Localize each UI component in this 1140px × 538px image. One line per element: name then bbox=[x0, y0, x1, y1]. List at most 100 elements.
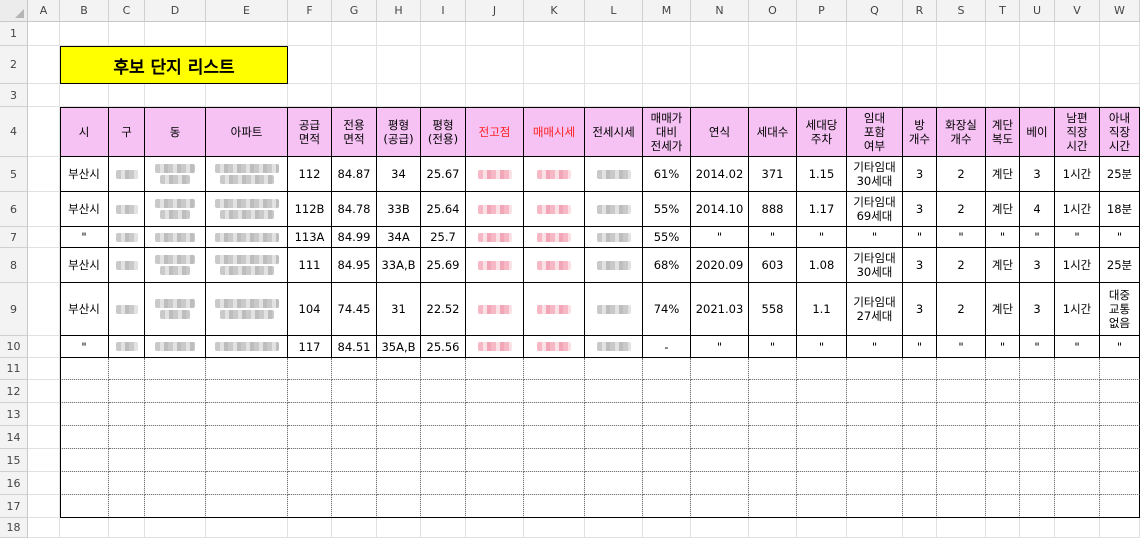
empty-cell[interactable] bbox=[1020, 403, 1055, 426]
redacted-cell[interactable] bbox=[466, 283, 524, 336]
empty-cell[interactable] bbox=[332, 449, 377, 472]
row-header-15[interactable]: 15 bbox=[0, 449, 28, 472]
header-cell[interactable]: 세대당 주차 bbox=[797, 107, 847, 157]
redacted-cell[interactable] bbox=[109, 248, 145, 283]
table-cell[interactable]: 558 bbox=[749, 283, 797, 336]
redacted-cell[interactable] bbox=[145, 283, 206, 336]
empty-cell[interactable] bbox=[847, 380, 903, 403]
empty-cell[interactable] bbox=[421, 449, 466, 472]
table-cell[interactable]: " bbox=[1100, 227, 1140, 248]
empty-cell[interactable] bbox=[937, 358, 986, 380]
header-cell[interactable]: 연식 bbox=[691, 107, 749, 157]
table-cell[interactable]: 계단 bbox=[986, 157, 1020, 192]
empty-cell[interactable] bbox=[937, 472, 986, 495]
empty-cell[interactable] bbox=[903, 472, 937, 495]
table-cell[interactable]: 계단 bbox=[986, 248, 1020, 283]
table-cell[interactable]: - bbox=[643, 336, 691, 358]
column-header-K[interactable]: K bbox=[524, 0, 585, 22]
empty-cell[interactable] bbox=[1100, 495, 1140, 518]
table-cell[interactable]: 55% bbox=[643, 227, 691, 248]
empty-cell[interactable] bbox=[332, 380, 377, 403]
table-cell[interactable]: 계단 bbox=[986, 192, 1020, 227]
header-cell[interactable]: 화장실 개수 bbox=[937, 107, 986, 157]
empty-cell[interactable] bbox=[60, 380, 109, 403]
empty-cell[interactable] bbox=[421, 426, 466, 449]
row-header-13[interactable]: 13 bbox=[0, 403, 28, 426]
redacted-cell[interactable] bbox=[145, 227, 206, 248]
column-header-V[interactable]: V bbox=[1055, 0, 1100, 22]
table-cell[interactable]: 3 bbox=[903, 248, 937, 283]
empty-cell[interactable] bbox=[797, 449, 847, 472]
empty-cell[interactable] bbox=[986, 495, 1020, 518]
table-cell[interactable]: 1.1 bbox=[797, 283, 847, 336]
table-cell[interactable]: " bbox=[749, 227, 797, 248]
empty-cell[interactable] bbox=[332, 358, 377, 380]
header-cell[interactable]: 전세시세 bbox=[585, 107, 643, 157]
column-header-E[interactable]: E bbox=[206, 0, 288, 22]
table-cell[interactable]: 부산시 bbox=[60, 283, 109, 336]
empty-cell[interactable] bbox=[797, 380, 847, 403]
table-cell[interactable]: 34A bbox=[377, 227, 421, 248]
table-cell[interactable]: " bbox=[797, 336, 847, 358]
redacted-cell[interactable] bbox=[109, 157, 145, 192]
empty-cell[interactable] bbox=[60, 449, 109, 472]
empty-cell[interactable] bbox=[466, 403, 524, 426]
empty-cell[interactable] bbox=[903, 449, 937, 472]
empty-cell[interactable] bbox=[585, 495, 643, 518]
table-cell[interactable]: " bbox=[1055, 336, 1100, 358]
header-cell[interactable]: 베이 bbox=[1020, 107, 1055, 157]
redacted-cell[interactable] bbox=[145, 192, 206, 227]
empty-cell[interactable] bbox=[206, 449, 288, 472]
empty-cell[interactable] bbox=[691, 403, 749, 426]
empty-cell[interactable] bbox=[1020, 380, 1055, 403]
redacted-cell[interactable] bbox=[524, 336, 585, 358]
empty-cell[interactable] bbox=[288, 403, 332, 426]
redacted-cell[interactable] bbox=[206, 192, 288, 227]
table-cell[interactable]: 84.51 bbox=[332, 336, 377, 358]
redacted-cell[interactable] bbox=[145, 248, 206, 283]
empty-cell[interactable] bbox=[585, 403, 643, 426]
empty-cell[interactable] bbox=[797, 472, 847, 495]
empty-cell[interactable] bbox=[288, 380, 332, 403]
header-cell[interactable]: 전고점 bbox=[466, 107, 524, 157]
empty-cell[interactable] bbox=[60, 426, 109, 449]
table-cell[interactable]: " bbox=[903, 336, 937, 358]
empty-cell[interactable] bbox=[1055, 380, 1100, 403]
redacted-cell[interactable] bbox=[109, 336, 145, 358]
empty-cell[interactable] bbox=[145, 426, 206, 449]
empty-cell[interactable] bbox=[377, 380, 421, 403]
row-header-7[interactable]: 7 bbox=[0, 227, 28, 248]
empty-cell[interactable] bbox=[421, 472, 466, 495]
empty-cell[interactable] bbox=[691, 449, 749, 472]
table-cell[interactable]: " bbox=[1020, 336, 1055, 358]
empty-cell[interactable] bbox=[643, 380, 691, 403]
row-header-12[interactable]: 12 bbox=[0, 380, 28, 403]
empty-cell[interactable] bbox=[585, 358, 643, 380]
header-cell[interactable]: 방 개수 bbox=[903, 107, 937, 157]
redacted-cell[interactable] bbox=[585, 157, 643, 192]
empty-cell[interactable] bbox=[288, 472, 332, 495]
empty-cell[interactable] bbox=[377, 426, 421, 449]
empty-cell[interactable] bbox=[1100, 403, 1140, 426]
empty-cell[interactable] bbox=[206, 495, 288, 518]
sheet-title-cell[interactable]: 후보 단지 리스트 bbox=[60, 46, 288, 84]
empty-cell[interactable] bbox=[332, 403, 377, 426]
empty-cell[interactable] bbox=[585, 449, 643, 472]
table-cell[interactable]: 371 bbox=[749, 157, 797, 192]
empty-cell[interactable] bbox=[145, 403, 206, 426]
redacted-cell[interactable] bbox=[206, 283, 288, 336]
column-header-S[interactable]: S bbox=[937, 0, 986, 22]
header-cell[interactable]: 아내 직장 시간 bbox=[1100, 107, 1140, 157]
empty-cell[interactable] bbox=[585, 472, 643, 495]
redacted-cell[interactable] bbox=[524, 283, 585, 336]
empty-cell[interactable] bbox=[60, 358, 109, 380]
empty-cell[interactable] bbox=[377, 495, 421, 518]
table-cell[interactable]: 34 bbox=[377, 157, 421, 192]
empty-cell[interactable] bbox=[986, 358, 1020, 380]
column-header-H[interactable]: H bbox=[377, 0, 421, 22]
empty-cell[interactable] bbox=[524, 380, 585, 403]
empty-cell[interactable] bbox=[937, 449, 986, 472]
column-header-F[interactable]: F bbox=[288, 0, 332, 22]
table-cell[interactable]: " bbox=[847, 336, 903, 358]
table-cell[interactable]: 117 bbox=[288, 336, 332, 358]
